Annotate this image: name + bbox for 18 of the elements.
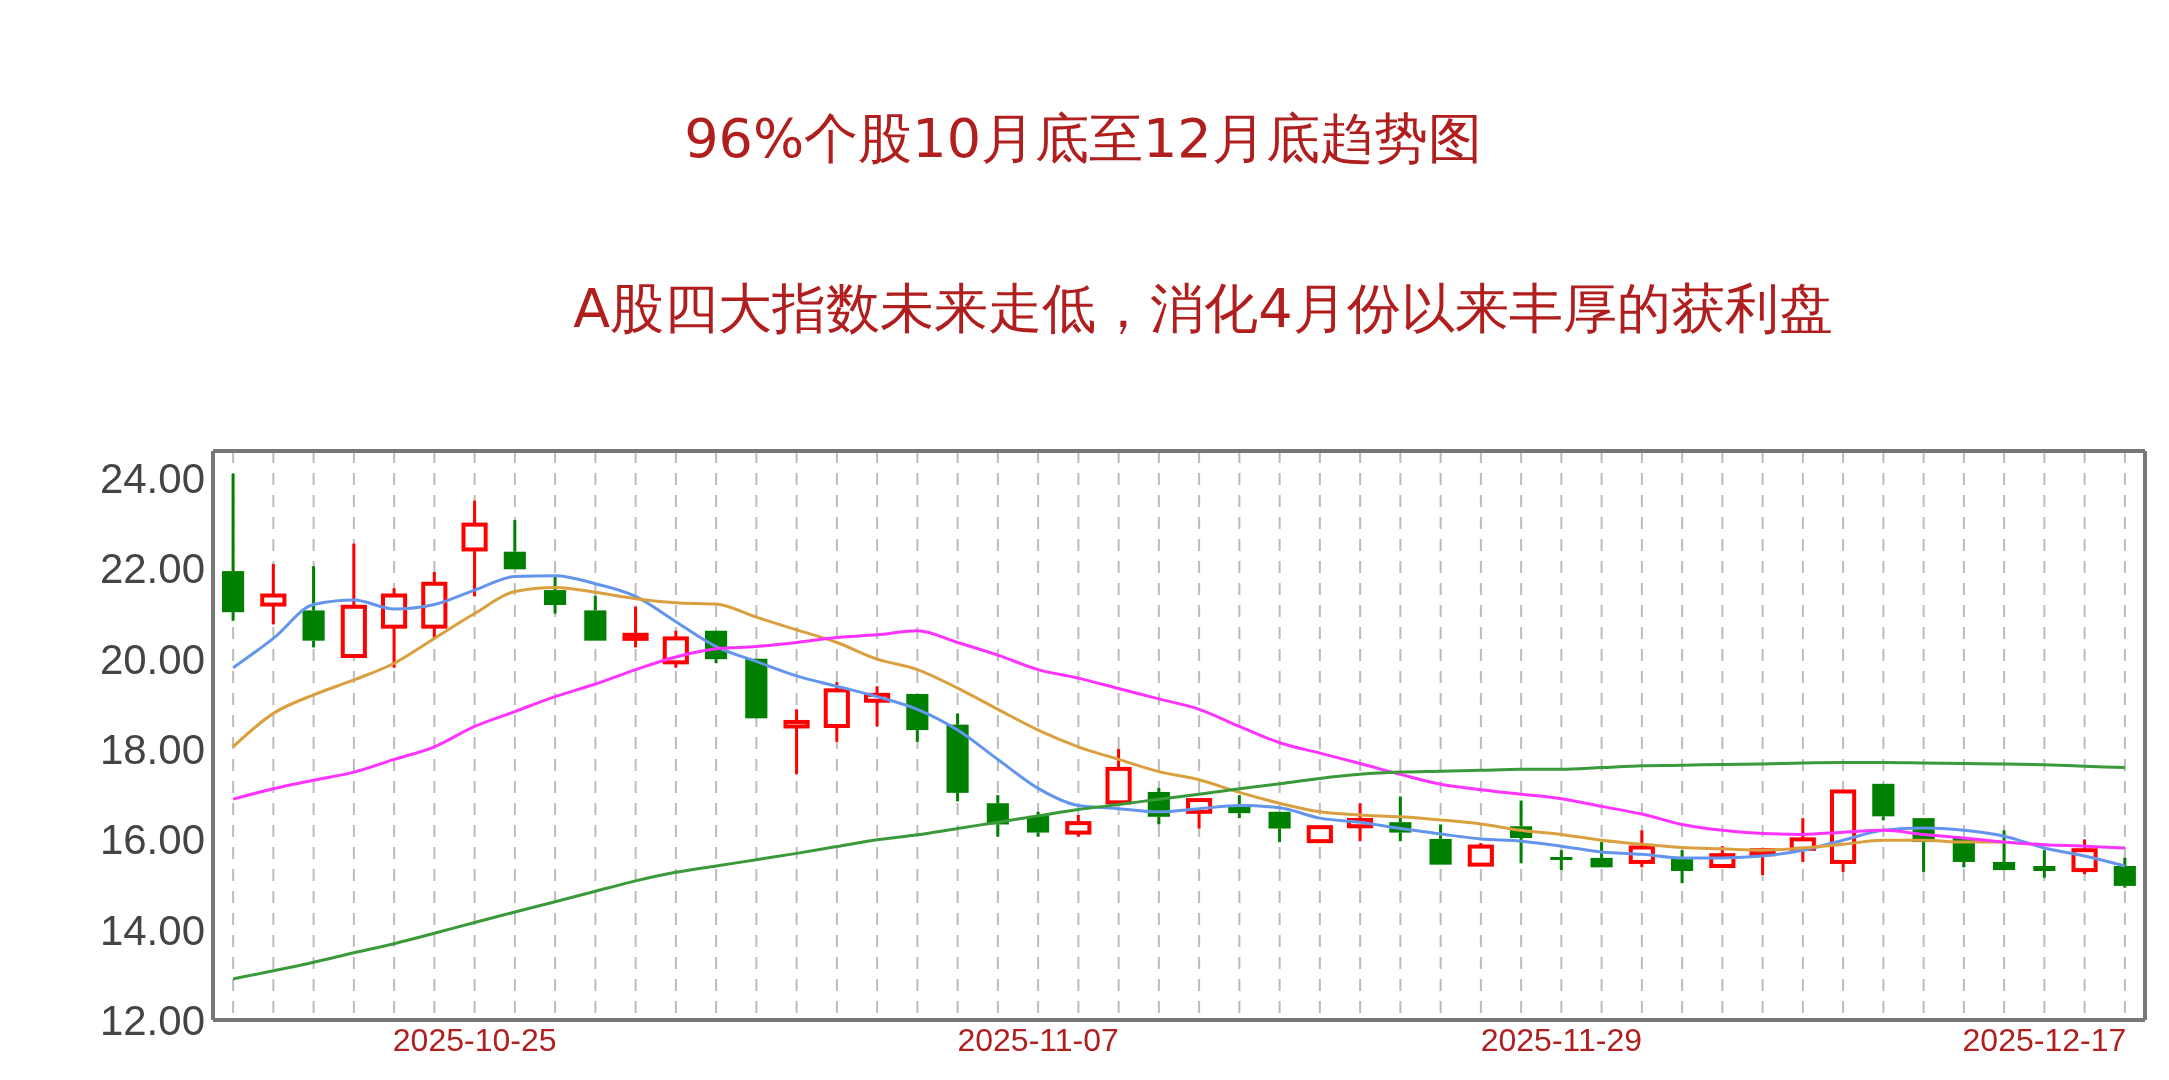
x-tick-label: 2025-12-17 — [1962, 1021, 2127, 1058]
chart-title: 96%个股10月底至12月底趋势图 — [683, 106, 1483, 172]
candlestick — [222, 473, 245, 621]
candlestick — [946, 713, 969, 802]
y-tick-label: 16.00 — [99, 816, 205, 864]
y-tick-label: 12.00 — [99, 996, 205, 1044]
x-tick-label: 2025-10-25 — [392, 1021, 557, 1058]
x-tick-label: 2025-11-29 — [1480, 1021, 1643, 1058]
y-tick-label: 20.00 — [99, 635, 205, 683]
x-tick-label: 2025-11-07 — [957, 1021, 1119, 1058]
y-tick-label: 14.00 — [99, 906, 205, 954]
y-tick-label: 22.00 — [99, 545, 205, 593]
chart-subtitle: A股四大指数未来走低，消化4月份以来丰厚的获利盘 — [572, 276, 1834, 342]
candlestick — [2033, 850, 2056, 878]
y-tick-label: 18.00 — [99, 725, 205, 773]
line-series — [231, 761, 2127, 981]
candlestick — [302, 566, 325, 648]
y-tick-label: 24.00 — [99, 455, 205, 503]
